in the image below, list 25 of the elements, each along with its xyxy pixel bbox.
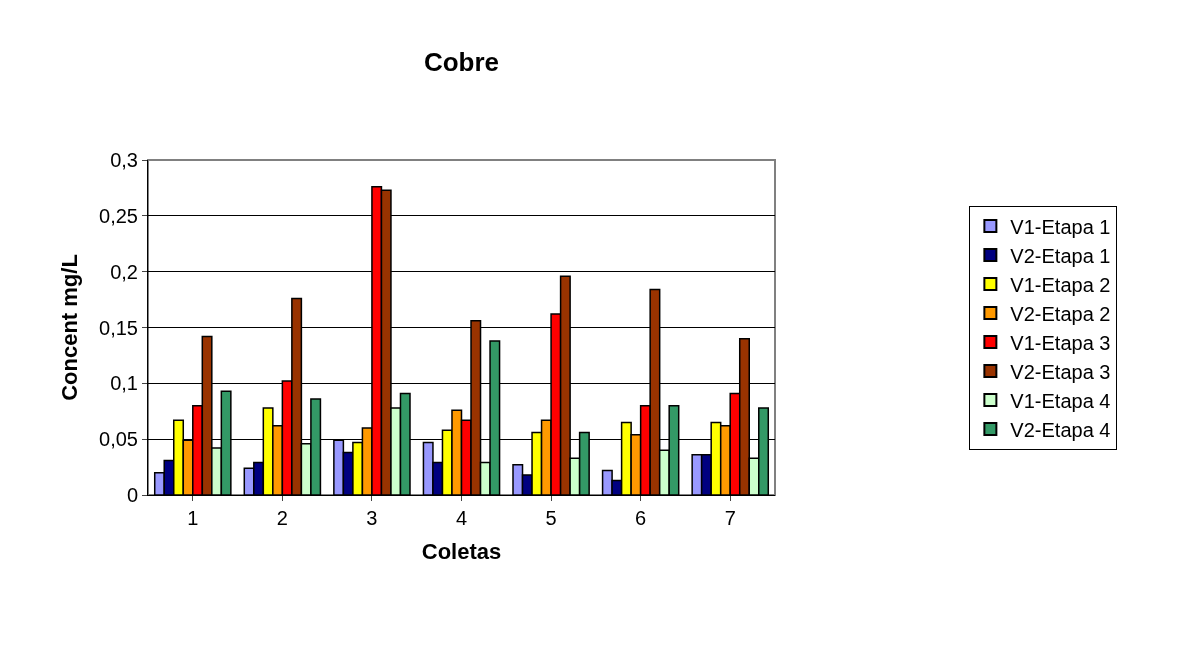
- x-tick-label: 5: [545, 507, 557, 529]
- y-axis-title: Concent mg/L: [56, 254, 82, 401]
- legend-label: V1-Etapa 3: [1010, 331, 1111, 354]
- x-tick-label: 4: [455, 507, 468, 529]
- legend-label: V1-Etapa 2: [1010, 273, 1111, 296]
- x-tick-label: 1: [187, 507, 199, 529]
- legend-label: V2-Etapa 1: [1010, 244, 1111, 267]
- y-tick-label: 0: [126, 484, 138, 506]
- y-tick-label: 0,25: [99, 204, 138, 227]
- x-tick-label: 7: [724, 507, 736, 529]
- x-tick-label: 6: [635, 507, 647, 529]
- y-tick-label: 0,05: [99, 428, 138, 451]
- legend-label: V2-Etapa 4: [1010, 418, 1111, 441]
- legend-label: V1-Etapa 4: [1010, 389, 1111, 412]
- x-tick-label: 2: [276, 507, 288, 529]
- legend-label: V2-Etapa 3: [1010, 360, 1111, 383]
- y-tick-label: 0,2: [110, 260, 138, 283]
- y-tick-label: 0,1: [110, 372, 138, 395]
- chart-title: Cobre: [423, 47, 500, 78]
- legend-label: V1-Etapa 1: [1010, 215, 1111, 238]
- y-tick-label: 0,3: [110, 149, 138, 171]
- x-axis-title: Coletas: [421, 538, 502, 564]
- x-tick-label: 3: [366, 507, 378, 529]
- legend-label: V2-Etapa 2: [1010, 302, 1111, 325]
- y-tick-label: 0,15: [99, 316, 138, 339]
